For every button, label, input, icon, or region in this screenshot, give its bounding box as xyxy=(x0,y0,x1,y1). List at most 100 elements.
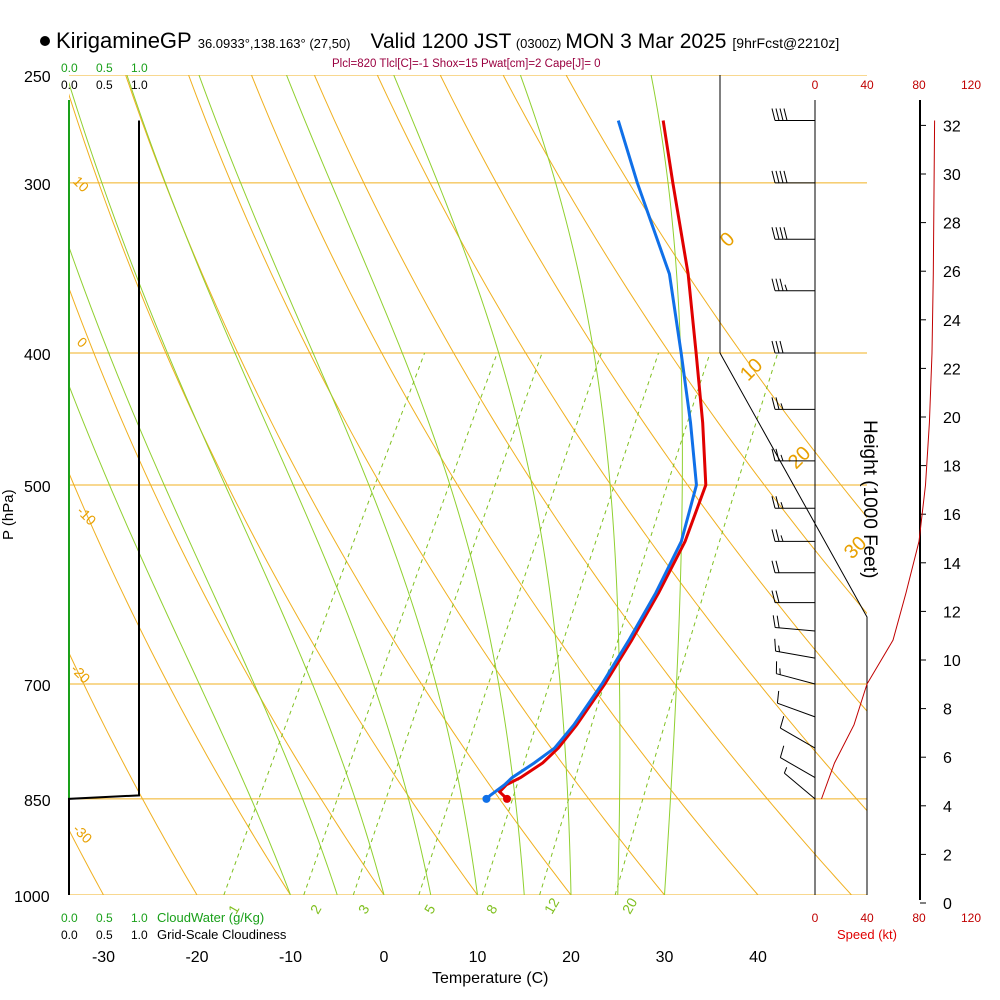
mixing-ratio-label: 12 xyxy=(541,895,563,917)
zulu-time: (0300Z) xyxy=(515,36,562,51)
dry-adiabat xyxy=(502,75,867,615)
pressure-tick-label: 500 xyxy=(24,479,51,496)
cloudiness-tick-label: 0.5 xyxy=(96,78,113,92)
moist-adiabat xyxy=(69,81,385,895)
height-tick-label: 22 xyxy=(943,361,961,378)
wind-barb xyxy=(779,716,816,749)
wind-barb xyxy=(775,661,816,685)
wind-barb-feather xyxy=(771,448,776,461)
wind-barb-feather xyxy=(775,590,780,603)
wind-speed-line xyxy=(821,120,936,800)
dry-adiabat xyxy=(313,75,852,895)
valid-date: MON 3 Mar 2025 xyxy=(565,30,727,53)
height-tick-label: 30 xyxy=(943,167,961,184)
dry-adiabat-label: -20 xyxy=(68,661,94,687)
wind-barb-feather xyxy=(779,716,785,729)
x-axis-label: Temperature (C) xyxy=(432,970,549,987)
cloudwater-tick-label: 0.0 xyxy=(61,61,78,75)
wind-barb-feather xyxy=(776,690,780,704)
wind-barb-feather xyxy=(779,170,784,183)
cloudwater-tick-label: 1.0 xyxy=(131,911,148,925)
wind-barb-feather xyxy=(771,340,776,354)
wind-barb xyxy=(771,590,815,604)
moist-adiabat-label: 10 xyxy=(736,354,767,385)
wind-barb-half-feather xyxy=(780,403,784,410)
temperature-tick-label: -20 xyxy=(185,949,208,966)
speed-tick-label: 120 xyxy=(961,78,981,92)
forecast-tag: [9hrFcst@2210z] xyxy=(732,35,840,51)
wind-barb-feather xyxy=(779,278,784,291)
wind-barb-feather xyxy=(775,448,780,461)
speed-tick-label: 0 xyxy=(812,911,819,925)
moist-adiabat xyxy=(393,75,572,895)
wind-barb xyxy=(776,690,816,718)
cloudiness-tick-label: 1.0 xyxy=(131,78,148,92)
height-axis-label: Height (1000 Feet) xyxy=(859,420,880,579)
mixing-ratio-line xyxy=(418,352,602,895)
moist-adiabat xyxy=(69,384,291,895)
dry-adiabat xyxy=(69,651,198,895)
wind-barb xyxy=(779,745,816,779)
dry-adiabat xyxy=(565,75,867,519)
moist-adiabat xyxy=(650,75,683,895)
wind-barb-feather xyxy=(771,108,776,121)
pressure-tick-label: 250 xyxy=(24,69,51,86)
wind-barb-feather xyxy=(771,170,776,183)
wind-barb-feather xyxy=(775,397,780,410)
wind-barb-feather xyxy=(779,108,784,121)
cloudiness-line xyxy=(68,120,140,895)
wind-barb-feather xyxy=(779,745,785,758)
wind-barb-staff xyxy=(775,627,816,632)
temperature-tick-label: 40 xyxy=(749,949,767,966)
dry-adiabat xyxy=(188,75,665,895)
temperature-tick-label: -10 xyxy=(279,949,302,966)
height-tick-label: 14 xyxy=(943,556,961,573)
wind-barb-feather xyxy=(771,560,776,573)
mixing-ratio-label: 5 xyxy=(421,902,439,917)
pressure-tick-label: 700 xyxy=(24,678,51,695)
wind-barb-half-feather xyxy=(783,767,788,774)
station-name: KirigamineGP xyxy=(56,28,192,53)
height-tick-label: 28 xyxy=(943,216,961,233)
wind-barb xyxy=(771,529,815,542)
wind-barb xyxy=(771,227,815,240)
dry-adiabat xyxy=(69,93,478,895)
dry-adiabat-label: -10 xyxy=(74,503,100,529)
wind-barb-staff xyxy=(780,757,816,779)
wind-barb-feather xyxy=(779,227,784,240)
surface-dewpoint-point xyxy=(482,794,491,803)
sounding-params: Plcl=820 Tlcl[C]=-1 Shox=15 Pwat[cm]=2 C… xyxy=(332,58,601,70)
mixing-ratio-line xyxy=(352,352,543,895)
height-tick-label: 6 xyxy=(943,750,952,767)
temperature-tick-label: 20 xyxy=(562,949,580,966)
temperature-tick-label: -30 xyxy=(92,949,115,966)
wind-barb xyxy=(771,397,815,410)
wind-barb xyxy=(783,767,816,800)
wind-barb-feather xyxy=(775,560,780,573)
height-tick-label: 10 xyxy=(943,653,961,670)
wind-barb-staff xyxy=(775,650,816,659)
temperature-tick-label: 30 xyxy=(656,949,674,966)
chart-title: KirigamineGP 36.0933°,138.163° (27,50) Val… xyxy=(40,28,839,56)
station-coords: 36.0933°,138.163° (27,50) xyxy=(197,36,351,51)
dry-adiabat xyxy=(250,75,759,895)
wind-barb xyxy=(771,108,815,122)
wind-barb-feather xyxy=(775,108,780,121)
wind-barb-staff xyxy=(780,727,816,749)
height-tick-label: 18 xyxy=(943,459,961,476)
wind-barb-feather xyxy=(775,170,780,183)
pressure-tick-label: 300 xyxy=(24,177,51,194)
dry-adiabat xyxy=(0,75,10,895)
speed-tick-label: 80 xyxy=(912,78,926,92)
speed-tick-label: 40 xyxy=(860,911,874,925)
moist-adiabat xyxy=(519,75,621,895)
wind-barb xyxy=(771,278,815,292)
valid-time: Valid 1200 JST xyxy=(370,30,512,53)
mixing-ratio-line xyxy=(539,352,711,895)
dry-adiabat-label: 10 xyxy=(70,173,92,195)
wind-barb-feather xyxy=(783,108,788,121)
dry-adiabat xyxy=(69,286,385,895)
wind-barb xyxy=(772,615,816,632)
pressure-tick-label: 1000 xyxy=(14,889,50,906)
dry-adiabat xyxy=(439,75,867,712)
